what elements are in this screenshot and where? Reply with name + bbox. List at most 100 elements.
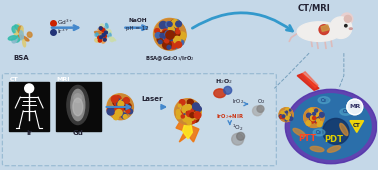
Circle shape — [175, 42, 182, 48]
Circle shape — [187, 111, 192, 117]
Ellipse shape — [102, 36, 107, 43]
Ellipse shape — [313, 129, 325, 136]
Circle shape — [189, 100, 194, 105]
Circle shape — [193, 112, 200, 119]
Circle shape — [157, 36, 163, 42]
Circle shape — [118, 104, 122, 108]
Circle shape — [187, 120, 191, 124]
Circle shape — [313, 110, 318, 115]
Circle shape — [154, 19, 186, 50]
Circle shape — [112, 111, 116, 114]
Text: O$_2$: O$_2$ — [342, 107, 350, 116]
Text: MRI: MRI — [56, 76, 70, 82]
Ellipse shape — [23, 40, 26, 47]
Circle shape — [118, 106, 121, 109]
Circle shape — [170, 27, 174, 32]
Text: CT: CT — [353, 123, 361, 128]
Circle shape — [116, 102, 124, 109]
Circle shape — [161, 34, 165, 38]
Ellipse shape — [12, 37, 17, 43]
Circle shape — [169, 26, 177, 33]
Circle shape — [314, 116, 318, 120]
Circle shape — [186, 113, 191, 118]
Circle shape — [115, 102, 118, 106]
Ellipse shape — [327, 146, 341, 152]
Text: O$_2$: O$_2$ — [320, 96, 328, 105]
Ellipse shape — [99, 33, 103, 37]
Circle shape — [184, 111, 189, 116]
Circle shape — [178, 32, 186, 40]
Circle shape — [285, 116, 289, 120]
Circle shape — [312, 115, 317, 120]
Circle shape — [286, 114, 288, 116]
Ellipse shape — [73, 98, 83, 116]
Circle shape — [166, 41, 169, 45]
Circle shape — [166, 32, 172, 39]
Bar — [9, 82, 49, 131]
Circle shape — [175, 99, 200, 124]
Circle shape — [166, 22, 171, 27]
Circle shape — [347, 99, 363, 115]
Circle shape — [175, 99, 201, 125]
Ellipse shape — [96, 33, 99, 37]
Circle shape — [155, 29, 160, 33]
Circle shape — [288, 114, 291, 116]
Circle shape — [304, 108, 324, 127]
Circle shape — [119, 109, 122, 112]
Circle shape — [157, 34, 163, 40]
Circle shape — [177, 114, 181, 119]
Circle shape — [118, 102, 125, 109]
Circle shape — [304, 108, 324, 128]
Circle shape — [118, 108, 123, 113]
Text: BSA: BSA — [14, 55, 29, 61]
Circle shape — [162, 29, 169, 36]
Circle shape — [282, 115, 285, 117]
Circle shape — [309, 119, 313, 123]
Circle shape — [178, 104, 181, 107]
Ellipse shape — [67, 85, 89, 125]
Ellipse shape — [105, 29, 110, 33]
Ellipse shape — [102, 33, 109, 36]
Circle shape — [107, 108, 114, 115]
Polygon shape — [183, 121, 192, 139]
Circle shape — [184, 114, 187, 117]
Circle shape — [310, 115, 316, 121]
Circle shape — [169, 33, 174, 39]
Circle shape — [118, 110, 121, 113]
Circle shape — [308, 112, 315, 119]
Circle shape — [310, 114, 314, 118]
Polygon shape — [176, 117, 199, 142]
Circle shape — [182, 109, 186, 112]
Ellipse shape — [94, 31, 102, 34]
Circle shape — [311, 117, 316, 122]
Circle shape — [289, 114, 291, 116]
Circle shape — [111, 96, 118, 103]
Circle shape — [313, 116, 316, 120]
Circle shape — [174, 31, 180, 37]
Circle shape — [190, 113, 195, 118]
Circle shape — [117, 109, 122, 114]
Circle shape — [163, 37, 169, 44]
Circle shape — [177, 110, 180, 113]
Circle shape — [123, 98, 129, 104]
Ellipse shape — [98, 29, 104, 33]
Circle shape — [282, 115, 284, 118]
Circle shape — [108, 94, 133, 120]
Circle shape — [189, 117, 196, 123]
Circle shape — [107, 107, 113, 113]
Circle shape — [178, 40, 184, 45]
Circle shape — [309, 108, 313, 112]
Circle shape — [115, 109, 122, 116]
Text: O$_2$: O$_2$ — [315, 128, 323, 137]
Circle shape — [285, 108, 290, 112]
Circle shape — [187, 99, 193, 105]
Circle shape — [128, 109, 130, 111]
Circle shape — [160, 21, 167, 29]
Bar — [321, 25, 329, 31]
Ellipse shape — [310, 146, 324, 152]
Ellipse shape — [100, 24, 104, 27]
Circle shape — [119, 111, 122, 115]
Circle shape — [237, 132, 245, 140]
Circle shape — [118, 103, 124, 109]
Circle shape — [192, 115, 199, 122]
